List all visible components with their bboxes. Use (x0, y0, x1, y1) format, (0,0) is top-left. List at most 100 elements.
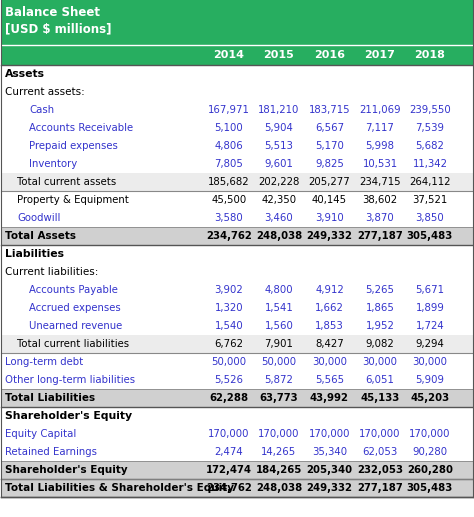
Bar (1, 425, 473, 443)
Text: [USD $ millions]: [USD $ millions] (5, 23, 111, 36)
Text: 2018: 2018 (415, 50, 446, 60)
Bar (1, 317, 473, 335)
Text: 170,000: 170,000 (409, 429, 451, 439)
Text: 170,000: 170,000 (258, 429, 300, 439)
Bar (1, 65, 473, 83)
Text: 232,053: 232,053 (357, 465, 403, 475)
Text: 42,350: 42,350 (262, 195, 297, 205)
Text: 9,825: 9,825 (315, 159, 344, 169)
Text: 5,565: 5,565 (315, 375, 344, 385)
Bar (1, 443, 473, 461)
Text: 1,560: 1,560 (264, 321, 293, 331)
Text: 3,870: 3,870 (365, 213, 394, 223)
Text: 4,800: 4,800 (264, 285, 293, 295)
Text: Total current assets: Total current assets (17, 177, 116, 187)
Text: 5,526: 5,526 (215, 375, 244, 385)
Text: Equity Capital: Equity Capital (5, 429, 76, 439)
Text: 5,513: 5,513 (264, 141, 293, 151)
Text: 30,000: 30,000 (363, 357, 398, 367)
Text: 3,910: 3,910 (315, 213, 344, 223)
Text: 305,483: 305,483 (407, 483, 453, 493)
Text: 5,909: 5,909 (416, 375, 445, 385)
Text: 5,998: 5,998 (365, 141, 394, 151)
Text: 50,000: 50,000 (211, 357, 246, 367)
Text: 1,320: 1,320 (215, 303, 243, 313)
Text: Total current liabilities: Total current liabilities (17, 339, 129, 349)
Text: 239,550: 239,550 (409, 105, 451, 115)
Text: 249,332: 249,332 (307, 483, 353, 493)
Text: 1,853: 1,853 (315, 321, 344, 331)
Text: Goodwill: Goodwill (17, 213, 60, 223)
Text: 2016: 2016 (314, 50, 345, 60)
Text: 62,053: 62,053 (363, 447, 398, 457)
Text: 9,601: 9,601 (264, 159, 293, 169)
Text: 1,865: 1,865 (365, 303, 394, 313)
Text: 11,342: 11,342 (412, 159, 447, 169)
Text: 205,340: 205,340 (306, 465, 353, 475)
Bar (1, 281, 473, 299)
Text: Other long-term liabilities: Other long-term liabilities (5, 375, 135, 385)
Text: 6,762: 6,762 (215, 339, 244, 349)
Text: Shareholder's Equity: Shareholder's Equity (5, 411, 132, 421)
Text: 62,288: 62,288 (210, 393, 248, 403)
Text: 4,806: 4,806 (215, 141, 243, 151)
Text: 37,521: 37,521 (412, 195, 447, 205)
Text: 170,000: 170,000 (359, 429, 401, 439)
Text: 10,531: 10,531 (363, 159, 398, 169)
Text: 264,112: 264,112 (409, 177, 451, 187)
Text: 5,904: 5,904 (264, 123, 293, 133)
Text: 248,038: 248,038 (256, 483, 302, 493)
Bar (1, 155, 473, 173)
Text: 234,762: 234,762 (206, 483, 252, 493)
Text: Unearned revenue: Unearned revenue (29, 321, 122, 331)
Bar (1, 83, 473, 101)
Bar (1, 45, 473, 65)
Text: 249,332: 249,332 (307, 231, 353, 241)
Text: Assets: Assets (5, 69, 45, 79)
Text: 305,483: 305,483 (407, 231, 453, 241)
Text: 3,850: 3,850 (416, 213, 444, 223)
Text: 170,000: 170,000 (309, 429, 350, 439)
Text: Total Liabilities: Total Liabilities (5, 393, 95, 403)
Bar (1, 335, 473, 353)
Bar (1, 389, 473, 407)
Text: 205,277: 205,277 (309, 177, 350, 187)
Bar (1, 407, 473, 425)
Text: Current assets:: Current assets: (5, 87, 85, 97)
Text: Prepaid expenses: Prepaid expenses (29, 141, 118, 151)
Text: 167,971: 167,971 (208, 105, 250, 115)
Text: 277,187: 277,187 (357, 231, 403, 241)
Text: Accounts Receivable: Accounts Receivable (29, 123, 133, 133)
Bar (1, 353, 473, 371)
Text: 3,580: 3,580 (215, 213, 243, 223)
Text: 234,715: 234,715 (359, 177, 401, 187)
Bar (1, 299, 473, 317)
Text: Total Assets: Total Assets (5, 231, 76, 241)
Bar (1, 119, 473, 137)
Text: 3,460: 3,460 (264, 213, 293, 223)
Bar (1, 461, 473, 479)
Bar (1, 209, 473, 227)
Text: Current liabilities:: Current liabilities: (5, 267, 99, 277)
Text: 45,203: 45,203 (410, 393, 449, 403)
Bar (1, 479, 473, 497)
Text: 43,992: 43,992 (310, 393, 349, 403)
Text: 3,902: 3,902 (215, 285, 243, 295)
Text: 181,210: 181,210 (258, 105, 300, 115)
Text: 170,000: 170,000 (208, 429, 250, 439)
Text: 40,145: 40,145 (312, 195, 347, 205)
Text: 202,228: 202,228 (258, 177, 300, 187)
Bar (1, 137, 473, 155)
Text: 14,265: 14,265 (261, 447, 297, 457)
Text: 6,567: 6,567 (315, 123, 344, 133)
Text: 5,265: 5,265 (365, 285, 394, 295)
Text: 5,671: 5,671 (416, 285, 445, 295)
Text: Cash: Cash (29, 105, 54, 115)
Text: 45,500: 45,500 (211, 195, 246, 205)
Text: 5,872: 5,872 (264, 375, 293, 385)
Bar (1, 0, 473, 45)
Text: 8,427: 8,427 (315, 339, 344, 349)
Text: Retained Earnings: Retained Earnings (5, 447, 97, 457)
Text: 4,912: 4,912 (315, 285, 344, 295)
Text: Accounts Payable: Accounts Payable (29, 285, 118, 295)
